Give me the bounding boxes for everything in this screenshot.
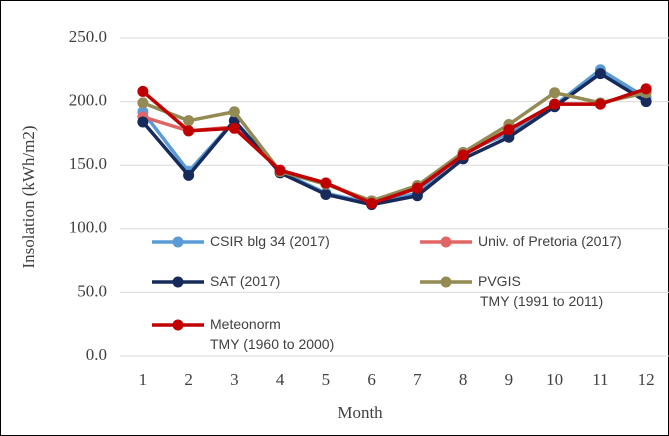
x-axis-label: Month [337, 403, 383, 422]
data-point [457, 149, 469, 161]
legend-marker [440, 276, 452, 288]
data-point [137, 116, 149, 128]
x-tick-label: 9 [505, 370, 514, 389]
y-tick-label: 50.0 [77, 281, 107, 300]
legend-marker [172, 276, 184, 288]
x-tick-label: 5 [322, 370, 331, 389]
x-tick-label: 12 [638, 370, 655, 389]
data-point [503, 131, 515, 143]
legend-marker [440, 236, 452, 248]
data-point [594, 68, 606, 80]
data-point [411, 182, 423, 194]
x-tick-label: 6 [367, 370, 376, 389]
legend-marker [172, 236, 184, 248]
x-tick-label: 11 [592, 370, 608, 389]
series-line [142, 90, 647, 203]
data-point [640, 96, 652, 108]
y-tick-label: 0.0 [86, 345, 107, 364]
data-point [320, 177, 332, 189]
y-axis-label: Insolation (kWh/m2) [19, 125, 38, 268]
data-point [228, 122, 240, 134]
data-point [411, 190, 423, 202]
legend-label: Meteonorm TMY (1960 to 2000) [210, 316, 334, 352]
x-tick-label: 3 [230, 370, 239, 389]
data-point [183, 115, 195, 127]
y-tick-label: 250.0 [69, 27, 107, 46]
x-tick-label: 1 [139, 370, 148, 389]
data-point [594, 98, 606, 110]
x-tick-label: 2 [184, 370, 193, 389]
data-point [320, 188, 332, 200]
x-tick-label: 4 [276, 370, 285, 389]
legend-label: CSIR blg 34 (2017) [210, 233, 330, 249]
data-point [137, 97, 149, 109]
legend-marker [172, 319, 184, 331]
data-point [274, 164, 286, 176]
data-point [366, 197, 378, 209]
data-point [228, 106, 240, 118]
x-tick-label: 7 [413, 370, 422, 389]
y-tick-label: 100.0 [69, 218, 107, 237]
data-point [549, 87, 561, 99]
data-point [137, 85, 149, 97]
y-tick-label: 200.0 [69, 91, 107, 110]
data-point [183, 169, 195, 181]
legend-label: SAT (2017) [210, 273, 280, 289]
data-point [640, 83, 652, 95]
series-line [141, 87, 647, 206]
x-tick-label: 8 [459, 370, 468, 389]
data-point [549, 98, 561, 110]
legend-label: PVGIS TMY (1991 to 2011) [478, 273, 603, 309]
data-point [503, 124, 515, 136]
x-tick-label: 10 [546, 370, 563, 389]
data-point [183, 125, 195, 137]
legend-label: Univ. of Pretoria (2017) [478, 233, 622, 249]
y-tick-label: 150.0 [69, 154, 107, 173]
